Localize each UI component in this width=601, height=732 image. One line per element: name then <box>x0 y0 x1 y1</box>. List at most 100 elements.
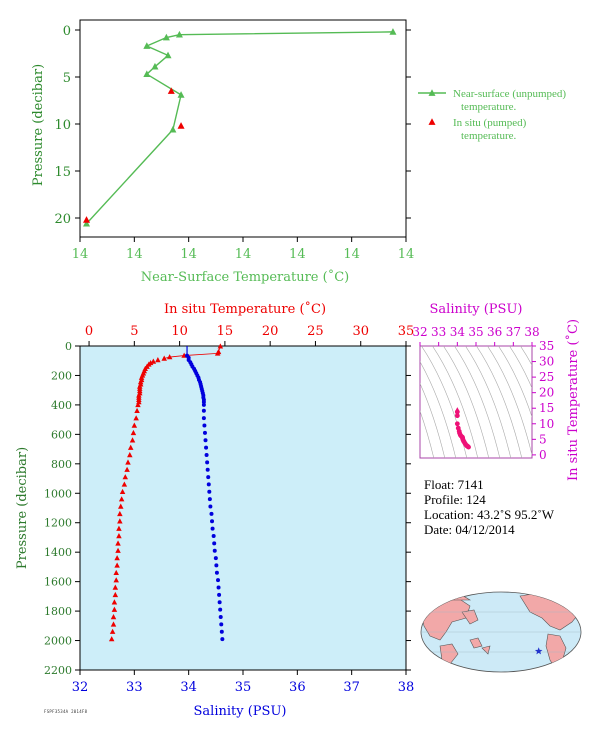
salinity-point <box>210 526 215 531</box>
land-shape <box>469 637 483 649</box>
salinity-point <box>217 600 222 605</box>
salinity-point <box>203 438 208 443</box>
pressure-tick-label: 1800 <box>44 605 72 618</box>
salinity-point <box>217 592 222 597</box>
legend-unpumped-marker <box>428 89 436 96</box>
ts-point <box>454 421 460 427</box>
temperature-point <box>117 518 123 524</box>
temperature-point <box>118 496 125 502</box>
unpumped-point <box>83 219 91 227</box>
temperature-point <box>122 474 129 480</box>
pressure-tick-label: 1600 <box>44 576 72 589</box>
temperature-point <box>135 401 141 408</box>
temperature-point <box>110 614 117 620</box>
temp-tick-label: 25 <box>307 324 324 339</box>
footer-id-text: FSPF3534A 2014F8 <box>44 709 88 714</box>
temperature-point <box>217 343 224 349</box>
salinity-point <box>214 563 219 568</box>
temperature-point <box>129 437 136 443</box>
temperature-point <box>127 452 133 458</box>
temperature-point <box>111 599 118 605</box>
sal-tick-label: 34 <box>180 680 197 695</box>
ts-point <box>454 413 460 419</box>
isopycnal-curve <box>421 346 468 458</box>
ts-point <box>466 444 471 450</box>
pressure-tick-label: 0 <box>65 340 72 353</box>
sal-tick-label: 32 <box>72 680 89 695</box>
temperature-point <box>214 350 221 356</box>
ts-temp-tick-label: 35 <box>539 339 554 353</box>
temperature-point <box>112 591 119 598</box>
pressure-tick-label: 2000 <box>44 635 72 648</box>
salinity-point <box>219 622 224 627</box>
salinity-point <box>207 489 212 494</box>
temperature-point <box>133 415 139 421</box>
isopycnal-curve <box>432 346 479 458</box>
salinity-point <box>208 504 213 509</box>
sal-tick-label: 38 <box>398 680 415 695</box>
y-tick-label: 0 <box>63 24 71 39</box>
legend-pumped-label-1: In situ (pumped) <box>453 117 527 129</box>
ts-temp-tick-label: 15 <box>539 401 554 415</box>
salinity-point <box>202 423 207 428</box>
temperature-point <box>166 354 173 360</box>
temp-tick-label: 30 <box>352 324 369 339</box>
pressure-tick-label: 800 <box>51 458 72 471</box>
x-tick-label: 14 <box>343 247 360 262</box>
ts-temp-tick-label: 0 <box>539 448 547 462</box>
unpumped-point <box>162 33 170 41</box>
salinity-point <box>201 416 206 421</box>
float-id-text: Float: 7141 <box>424 477 484 492</box>
salinity-point <box>201 402 206 407</box>
ts-sal-axis-label: Salinity (PSU) <box>430 302 523 317</box>
salinity-point <box>218 607 223 612</box>
isopycnal-curve <box>509 346 532 389</box>
temperature-point <box>114 555 120 561</box>
temperature-point <box>111 606 118 612</box>
unpumped-point <box>389 28 397 35</box>
salinity-point <box>216 578 221 583</box>
pressure-tick-label: 2200 <box>44 664 72 677</box>
temperature-point <box>113 577 119 583</box>
temp-axis-label: In situ Temperature (˚C) <box>164 301 326 317</box>
salinity-point <box>214 570 219 575</box>
salinity-point <box>204 445 209 450</box>
pumped-point <box>167 87 175 94</box>
pumped-point <box>177 122 185 129</box>
sal-tick-label: 36 <box>289 680 306 695</box>
temperature-point <box>134 407 140 414</box>
unpumped-point <box>143 42 151 49</box>
float-location-star <box>534 647 543 655</box>
ts-point <box>454 409 460 415</box>
isopycnal-curve <box>498 346 532 418</box>
pressure-tick-label: 1200 <box>44 517 72 530</box>
float-info-panel: Float: 7141 Profile: 124 Location: 43.2˚… <box>424 477 554 537</box>
ts-temp-tick-label: 5 <box>539 432 547 446</box>
temperature-point <box>116 525 122 531</box>
salinity-point <box>206 475 211 480</box>
salinity-point <box>209 511 214 516</box>
temp-tick-label: 0 <box>85 324 93 339</box>
sal-tick-label: 33 <box>126 680 143 695</box>
sal-tick-label: 35 <box>235 680 252 695</box>
profile-number-text: Profile: 124 <box>424 492 486 507</box>
isopycnal-curve <box>420 382 446 458</box>
temp-tick-label: 20 <box>262 324 279 339</box>
x-tick-label: 14 <box>126 247 143 262</box>
sal-tick-label: 37 <box>343 680 360 695</box>
pressure-axis-label: Pressure (decibar) <box>15 447 30 569</box>
y-tick-label: 15 <box>54 165 71 180</box>
x-tick-label: 14 <box>289 247 306 262</box>
salinity-point <box>216 585 221 590</box>
salinity-point <box>205 467 210 472</box>
sal-axis-label: Salinity (PSU) <box>194 704 287 719</box>
salinity-point <box>201 399 206 404</box>
unpumped-point <box>151 62 159 70</box>
isopycnal-group <box>420 346 532 458</box>
temperature-point <box>112 584 119 590</box>
unpumped-point <box>177 91 185 98</box>
ts-sal-tick-label: 36 <box>487 325 502 339</box>
